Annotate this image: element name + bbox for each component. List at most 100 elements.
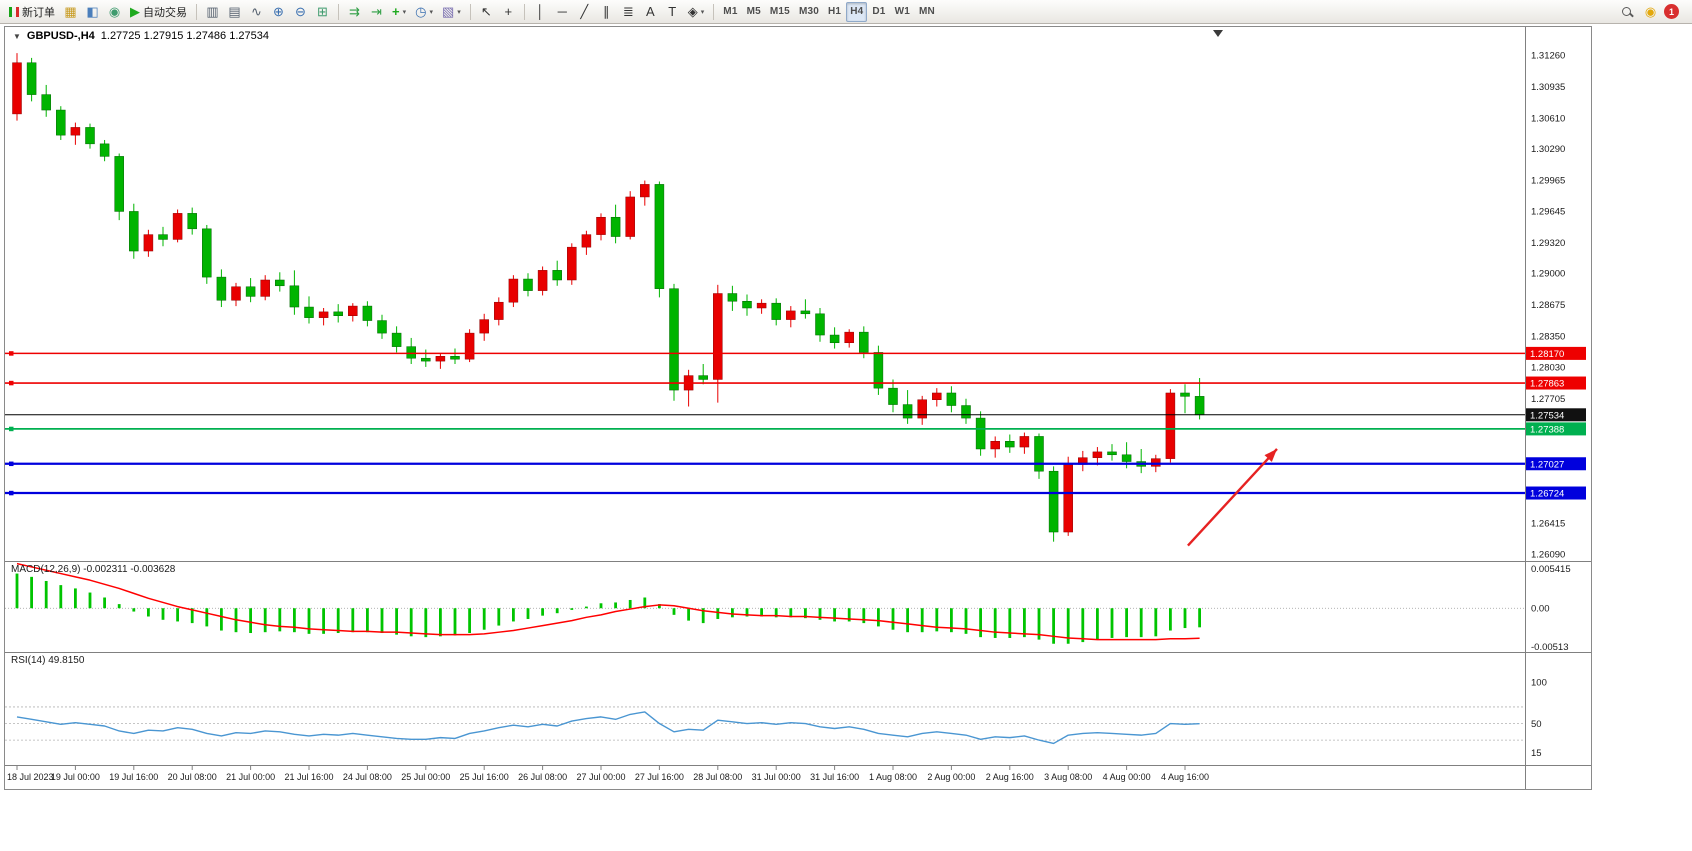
time-axis-label: 31 Jul 16:00 xyxy=(810,772,859,782)
timeframe-group: M1 M5 M15 M30 H1 H4 D1 W1 MN xyxy=(719,1,939,22)
timeframe-m5-button[interactable]: M5 xyxy=(743,2,765,22)
candle-body xyxy=(1005,441,1015,448)
templates-button[interactable]: ▧ ▾ xyxy=(438,2,465,22)
timeframe-mn-button[interactable]: MN xyxy=(915,2,939,22)
macd-bar xyxy=(760,608,763,617)
timeframe-m15-button[interactable]: M15 xyxy=(766,2,794,22)
new-order-button[interactable]: 新订单 xyxy=(5,2,59,22)
vertical-line-button[interactable]: │ xyxy=(530,2,551,22)
chart-shift-marker[interactable] xyxy=(1213,30,1223,37)
rsi-pane xyxy=(5,706,1525,745)
objects-button[interactable]: ◈ ▾ xyxy=(684,2,709,22)
tile-windows-button[interactable]: ⊞ xyxy=(312,2,333,22)
trend-arrow-object[interactable] xyxy=(1187,448,1278,547)
bar-chart-icon: ▥ xyxy=(206,4,219,19)
support-line-green-handle[interactable] xyxy=(9,426,14,432)
timeframe-m1-button[interactable]: M1 xyxy=(719,2,741,22)
data-window-button[interactable]: ◧ xyxy=(82,2,103,22)
candle-body xyxy=(625,196,635,237)
candle-body xyxy=(494,301,504,320)
bar-chart-button[interactable]: ▥ xyxy=(202,2,223,22)
candlestick-chart-button[interactable]: ▤ xyxy=(224,2,245,22)
periods-button[interactable]: ◷ ▾ xyxy=(411,2,437,22)
macd-bar xyxy=(1139,608,1143,638)
navigator-button[interactable]: ◉ xyxy=(104,2,125,22)
candle-body xyxy=(260,279,270,297)
candle-body xyxy=(654,184,665,289)
fibonacci-button[interactable]: ≣ xyxy=(618,2,639,22)
macd-bar xyxy=(161,608,165,620)
price-axis-label: 1.29965 xyxy=(1531,176,1565,187)
notifications-button[interactable]: ◉ xyxy=(1640,2,1661,22)
candle-body xyxy=(829,334,840,344)
support-line-blue-1[interactable] xyxy=(5,461,1525,467)
macd-bar xyxy=(1081,608,1085,643)
time-axis-label: 3 Aug 08:00 xyxy=(1044,772,1092,782)
timeframe-m30-button[interactable]: M30 xyxy=(795,2,823,22)
candle-body xyxy=(756,302,767,309)
timeframe-h1-button[interactable]: H1 xyxy=(824,2,845,22)
chart-canvas[interactable]: 1.31260 1.30935 1.30610 1.30290 1.29965 1.296… xyxy=(5,27,1591,789)
zoom-in-button[interactable]: ⊕ xyxy=(268,2,289,22)
candle-body xyxy=(450,356,460,360)
zoom-out-button[interactable]: ⊖ xyxy=(290,2,311,22)
equidistant-channel-icon: ∥ xyxy=(603,4,610,19)
auto-trading-button[interactable]: ▶ 自动交易 xyxy=(126,2,191,22)
candle-body xyxy=(961,405,971,419)
time-axis-label: 21 Jul 00:00 xyxy=(226,772,275,782)
resistance-line-1-handle[interactable] xyxy=(9,351,14,356)
horizontal-line-button[interactable]: ─ xyxy=(552,2,573,22)
macd-bar xyxy=(672,608,676,615)
text-label-icon: T xyxy=(668,4,677,19)
svg-text:1.27388: 1.27388 xyxy=(1530,424,1564,435)
text-button[interactable]: A xyxy=(640,2,661,22)
market-watch-button[interactable]: ▦ xyxy=(60,2,81,22)
text-label-button[interactable]: T xyxy=(662,2,683,22)
support-line-blue-1-handle[interactable] xyxy=(9,461,14,467)
candle-body xyxy=(318,311,329,318)
timeframe-w1-button[interactable]: W1 xyxy=(891,2,914,22)
macd-bar xyxy=(643,597,647,609)
chart-background[interactable] xyxy=(5,27,1591,789)
time-axis-label: 19 Jul 00:00 xyxy=(51,772,100,782)
trendline-button[interactable]: ╱ xyxy=(574,2,595,22)
toolbar-separator xyxy=(469,3,471,20)
macd-bar xyxy=(862,608,866,624)
crosshair-button[interactable]: + xyxy=(498,2,519,22)
indicators-button[interactable]: + ▾ xyxy=(388,2,410,22)
resistance-line-1[interactable] xyxy=(5,351,1525,356)
cursor-button[interactable]: ↖ xyxy=(476,2,497,22)
auto-scroll-icon: ⇉ xyxy=(349,4,360,19)
support-line-blue-2[interactable] xyxy=(5,490,1525,496)
resistance-line-2-handle[interactable] xyxy=(9,380,14,386)
macd-bar xyxy=(935,608,939,632)
price-axis-label: 1.26415 xyxy=(1531,518,1565,529)
alert-badge-button[interactable]: 1 xyxy=(1664,4,1679,19)
candle-body xyxy=(713,293,723,380)
macd-pane xyxy=(5,562,1525,644)
rsi-axis-label: 15 xyxy=(1531,748,1542,759)
chart-shift-button[interactable]: ⇥ xyxy=(366,2,387,22)
search-button[interactable] xyxy=(1616,2,1637,22)
support-line-green[interactable] xyxy=(5,426,1525,432)
horizontal-line-icon: ─ xyxy=(557,4,567,19)
support-line-blue-2-handle[interactable] xyxy=(9,490,14,496)
resistance-line-2[interactable] xyxy=(5,380,1525,386)
one-click-expander-icon[interactable]: ▼ xyxy=(13,31,21,41)
line-chart-button[interactable]: ∿ xyxy=(246,2,267,22)
macd-bar xyxy=(541,608,544,616)
toolbar-group: 新订单 ▦ ◧ ◉ ▶ 自动交易 xyxy=(5,2,191,22)
price-axis[interactable]: 1.31260 1.30935 1.30610 1.30290 1.29965 1.296… xyxy=(1531,51,1565,561)
macd-bar xyxy=(15,573,19,609)
candle-body xyxy=(990,441,1000,450)
timeframe-h4-button[interactable]: H4 xyxy=(846,1,868,22)
candle-body xyxy=(421,357,431,362)
candle-body xyxy=(333,311,343,316)
macd-bar xyxy=(1037,608,1041,640)
macd-bar xyxy=(190,608,194,624)
auto-scroll-button[interactable]: ⇉ xyxy=(344,2,365,22)
macd-bar xyxy=(117,604,121,609)
equidistant-channel-button[interactable]: ∥ xyxy=(596,2,617,22)
timeframe-d1-button[interactable]: D1 xyxy=(868,2,889,22)
